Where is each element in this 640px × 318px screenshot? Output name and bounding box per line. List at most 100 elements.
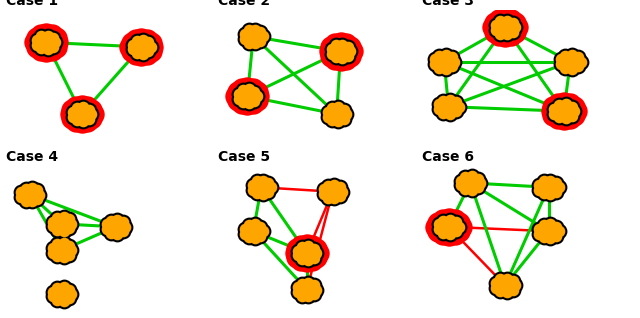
- Point: [495, 277, 505, 282]
- Point: [51, 36, 61, 41]
- Point: [255, 38, 266, 44]
- Point: [248, 34, 259, 39]
- Point: [473, 185, 483, 190]
- Point: [20, 198, 31, 203]
- Point: [561, 102, 571, 107]
- Point: [309, 292, 319, 297]
- Point: [248, 86, 258, 92]
- Point: [136, 45, 147, 50]
- Point: [255, 224, 266, 229]
- Point: [71, 119, 81, 124]
- Point: [48, 289, 58, 294]
- Point: [17, 190, 27, 195]
- Point: [337, 42, 348, 47]
- Point: [20, 186, 31, 191]
- Point: [86, 107, 97, 113]
- Point: [292, 255, 303, 260]
- Point: [32, 197, 42, 202]
- Point: [145, 45, 156, 50]
- Point: [447, 64, 457, 69]
- Point: [494, 18, 504, 23]
- Point: [302, 251, 312, 256]
- Point: [445, 231, 456, 236]
- Point: [118, 229, 128, 234]
- Point: [324, 49, 335, 54]
- Point: [561, 102, 571, 107]
- Point: [441, 66, 451, 71]
- Point: [434, 227, 444, 232]
- Point: [445, 97, 456, 102]
- Point: [239, 231, 250, 236]
- Point: [333, 105, 344, 110]
- Point: [136, 45, 147, 50]
- Point: [52, 227, 63, 232]
- Point: [333, 105, 344, 110]
- Point: [58, 241, 68, 246]
- Point: [141, 37, 152, 42]
- Point: [244, 28, 254, 33]
- Point: [560, 53, 570, 58]
- Point: [32, 197, 42, 202]
- Point: [302, 287, 312, 292]
- Point: [66, 292, 76, 297]
- Point: [341, 56, 351, 61]
- Point: [20, 186, 31, 191]
- Point: [495, 31, 505, 36]
- Point: [102, 222, 112, 227]
- Point: [534, 231, 544, 236]
- Point: [332, 112, 342, 117]
- Point: [266, 185, 276, 190]
- Point: [538, 235, 548, 240]
- Point: [467, 174, 477, 179]
- Point: [248, 183, 258, 188]
- Point: [319, 191, 329, 197]
- Point: [52, 253, 63, 259]
- Point: [490, 27, 500, 32]
- Point: [64, 296, 74, 301]
- Point: [293, 289, 303, 294]
- Point: [57, 292, 67, 297]
- Point: [237, 88, 248, 93]
- Point: [434, 107, 444, 112]
- Point: [329, 196, 339, 201]
- Point: [434, 102, 444, 107]
- Point: [311, 287, 321, 292]
- Point: [48, 35, 58, 40]
- Point: [35, 192, 45, 197]
- Point: [553, 101, 563, 107]
- Point: [573, 55, 583, 60]
- Point: [72, 106, 83, 111]
- Point: [138, 51, 148, 56]
- Point: [57, 248, 67, 253]
- Point: [258, 178, 268, 183]
- Point: [118, 229, 128, 234]
- Point: [32, 38, 42, 43]
- Point: [120, 224, 130, 229]
- Point: [239, 36, 250, 41]
- Point: [502, 276, 512, 281]
- Point: [565, 59, 575, 64]
- Point: [48, 289, 58, 294]
- Point: [335, 185, 345, 190]
- Point: [58, 228, 68, 233]
- Point: [41, 40, 51, 45]
- Point: [335, 49, 346, 54]
- Point: [490, 23, 500, 28]
- Point: [575, 59, 586, 64]
- Point: [556, 57, 566, 62]
- Point: [445, 97, 456, 102]
- Point: [547, 109, 557, 114]
- Point: [331, 55, 341, 60]
- Point: [460, 175, 470, 180]
- Point: [543, 229, 554, 234]
- Point: [57, 221, 67, 226]
- Point: [17, 190, 27, 195]
- Point: [102, 227, 112, 232]
- Point: [77, 112, 87, 117]
- Point: [51, 44, 61, 49]
- Point: [32, 42, 42, 47]
- Point: [132, 38, 142, 43]
- Point: [252, 98, 262, 103]
- Point: [303, 244, 314, 249]
- Point: [64, 226, 74, 231]
